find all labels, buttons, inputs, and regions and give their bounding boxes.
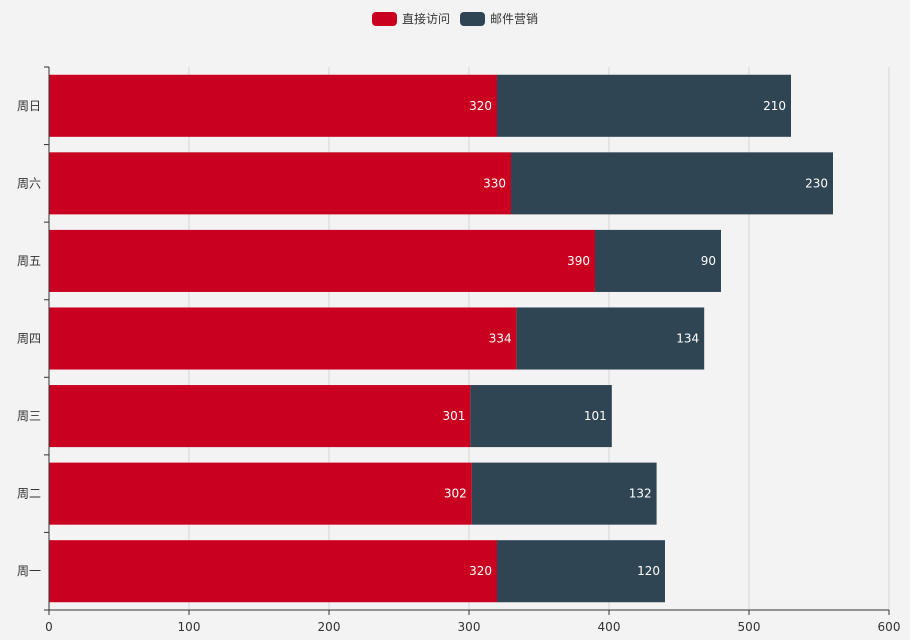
- x-tick-label-4: 400: [598, 620, 621, 634]
- bar-direct-3: [49, 307, 517, 370]
- legend-swatch-email: [460, 11, 485, 26]
- bar-direct-2: [49, 385, 471, 448]
- data-label-email-3: 134: [676, 332, 699, 346]
- x-tick-label-6: 600: [878, 620, 901, 634]
- data-label-email-0: 120: [637, 564, 660, 578]
- bar-direct-6: [49, 74, 497, 137]
- y-tick-label-6: 周日: [17, 99, 41, 113]
- y-tick-label-5: 周六: [17, 176, 41, 190]
- y-tick-label-3: 周四: [17, 332, 41, 346]
- bar-email-6: [497, 74, 791, 137]
- data-label-direct-0: 320: [469, 564, 492, 578]
- data-label-direct-6: 320: [469, 99, 492, 113]
- y-tick-label-2: 周三: [17, 409, 41, 423]
- x-tick-label-2: 200: [318, 620, 341, 634]
- data-label-direct-5: 330: [483, 176, 506, 190]
- bar-direct-1: [49, 462, 472, 525]
- legend-swatch-direct: [371, 11, 397, 26]
- data-label-email-2: 101: [584, 409, 607, 423]
- bar-direct-5: [49, 152, 511, 215]
- x-tick-label-1: 100: [178, 620, 201, 634]
- legend-label-direct: 直接访问: [401, 12, 450, 26]
- y-tick-label-1: 周二: [17, 487, 41, 501]
- y-tick-label-0: 周一: [17, 564, 41, 578]
- data-label-direct-4: 390: [567, 254, 590, 268]
- legend-label-email: 邮件营销: [490, 12, 539, 26]
- x-tick-label-0: 0: [45, 620, 53, 634]
- legend: 直接访问 邮件营销: [0, 10, 910, 27]
- data-label-direct-3: 334: [489, 332, 512, 346]
- data-label-email-6: 210: [763, 99, 786, 113]
- y-tick-label-4: 周五: [17, 254, 41, 268]
- bar-email-2: [470, 385, 612, 448]
- data-label-email-4: 90: [701, 254, 716, 268]
- bar-email-4: [595, 229, 721, 292]
- x-tick-label-3: 300: [458, 620, 481, 634]
- data-label-direct-1: 302: [444, 487, 467, 501]
- bar-email-3: [516, 307, 705, 370]
- legend-item-email[interactable]: 邮件营销: [460, 10, 538, 27]
- bar-email-1: [471, 462, 657, 525]
- legend-item-direct[interactable]: 直接访问: [371, 10, 450, 27]
- bar-direct-0: [49, 540, 497, 603]
- x-tick-label-5: 500: [738, 620, 761, 634]
- data-label-email-5: 230: [805, 176, 828, 190]
- bar-direct-4: [49, 229, 595, 292]
- bar-email-0: [497, 540, 665, 603]
- data-label-direct-2: 301: [442, 409, 465, 423]
- bar-email-5: [511, 152, 833, 215]
- data-label-email-1: 132: [629, 487, 652, 501]
